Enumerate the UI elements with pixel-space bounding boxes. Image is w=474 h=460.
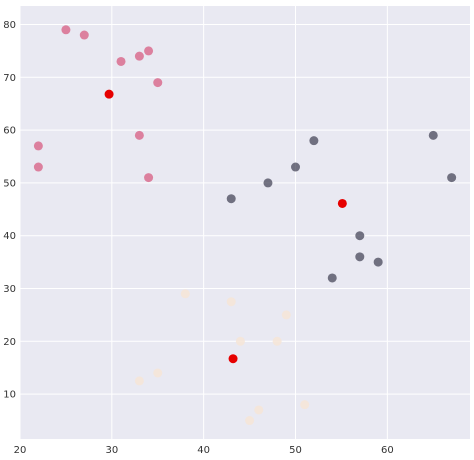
grid-lines: [19, 6, 470, 439]
dark-point: [373, 257, 383, 267]
dark-point: [226, 194, 236, 204]
dark-point: [428, 130, 438, 140]
dark-point: [263, 178, 273, 188]
centroid-point: [104, 89, 114, 99]
pink-point: [61, 25, 71, 35]
y-tick-label: 30: [3, 284, 16, 295]
dark-point: [447, 173, 457, 183]
light-point: [226, 297, 236, 307]
light-point: [281, 310, 291, 320]
pink-point: [33, 141, 43, 151]
dark-point: [291, 162, 301, 172]
y-tick-label: 10: [3, 390, 16, 401]
light-point: [254, 405, 264, 415]
centroid-point: [228, 354, 238, 364]
light-point: [235, 336, 245, 346]
pink-point: [134, 51, 144, 61]
pink-point: [33, 162, 43, 172]
tick-labels: 20 30 40 50 60 10 20 30 40 50 60 70 80: [3, 20, 393, 456]
light-point: [272, 336, 282, 346]
x-tick-label: 40: [197, 445, 210, 456]
x-tick-label: 50: [289, 445, 302, 456]
x-tick-label: 20: [14, 445, 27, 456]
light-point: [153, 368, 163, 378]
dark-point: [327, 273, 337, 283]
y-tick-label: 70: [3, 73, 16, 84]
pink-point: [116, 56, 126, 66]
light-point: [180, 289, 190, 299]
light-point: [134, 376, 144, 386]
x-tick-label: 60: [381, 445, 394, 456]
dark-point: [355, 252, 365, 262]
y-tick-label: 50: [3, 178, 16, 189]
pink-point: [153, 78, 163, 88]
x-tick-label: 30: [105, 445, 118, 456]
pink-point: [134, 130, 144, 140]
light-point: [245, 416, 255, 426]
y-tick-label: 60: [3, 126, 16, 137]
pink-point: [144, 173, 154, 183]
dark-point: [355, 231, 365, 241]
data-points: [33, 25, 457, 426]
y-tick-label: 40: [3, 231, 16, 242]
y-tick-label: 80: [3, 20, 16, 31]
plot-area: [20, 6, 470, 439]
light-point: [300, 400, 310, 410]
centroid-point: [337, 198, 347, 208]
dark-point: [309, 136, 319, 146]
pink-point: [144, 46, 154, 56]
pink-point: [79, 30, 89, 40]
y-tick-label: 20: [3, 337, 16, 348]
